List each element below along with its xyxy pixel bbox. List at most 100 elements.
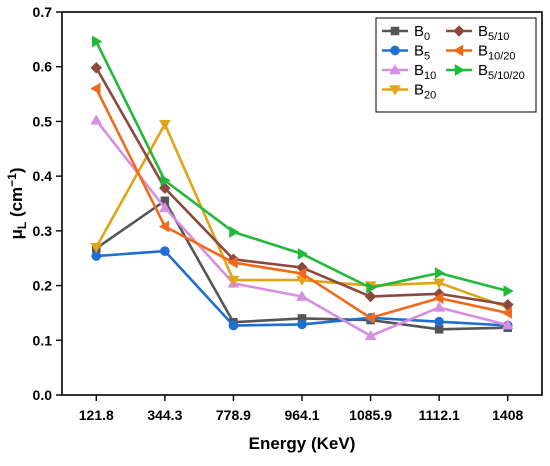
legend-item-b-5-10-20: B5/10/20 [446,62,525,82]
data-point-marker [227,256,238,269]
data-point-marker [160,174,171,187]
data-point-marker [228,320,239,331]
series-b-10-20 [90,82,512,324]
y-tick-label: 0.2 [33,278,53,294]
series-b-20 [90,119,514,314]
data-point-marker [296,267,307,280]
x-tick-label: 778.9 [216,407,251,423]
x-tick-label: 1085.9 [349,407,392,423]
data-point-marker [434,267,446,279]
legend-label-sub: 5/10/20 [488,70,525,82]
legend-label-base: B [414,62,424,79]
legend-label: B20 [414,82,436,102]
data-point-marker [453,25,465,37]
data-point-marker [364,311,375,324]
data-point-marker [229,226,240,238]
data-point-marker [364,329,377,341]
data-point-marker [389,64,401,75]
legend-label-base: B [478,43,488,60]
legend-label: B5/10/20 [478,62,525,82]
data-point-marker [364,290,377,303]
legend-label-base: B [478,23,488,40]
data-point-marker [389,85,401,96]
y-tick-label: 0.5 [33,113,53,129]
data-point-marker [501,318,514,330]
y-axis-title-base: μ [7,229,26,239]
y-tick-label: 0.6 [33,59,53,75]
y-axis-title-sub: L [15,222,29,229]
legend-item-b-5: B5 [382,43,430,63]
y-tick-label: 0.3 [33,223,53,239]
data-point-marker [227,275,240,287]
data-point-marker [296,290,308,301]
data-point-marker [433,292,444,305]
legend-item-b-20: B20 [382,82,436,102]
y-axis-title-unit-sup: −1 [5,173,19,187]
data-point-marker [90,61,103,74]
data-point-marker [453,44,464,57]
y-axis-title-unit-open: (cm [7,187,26,222]
data-point-marker [433,278,446,289]
series-b-10 [90,114,514,341]
legend-label-sub: 10/20 [488,51,516,63]
legend-label-base: B [478,62,488,79]
data-point-marker [434,316,444,327]
legend-item-b-0: B0 [382,23,430,43]
data-point-marker [390,45,400,56]
legend-label-base: B [414,43,424,60]
y-axis-title-unit-close: ) [7,167,26,173]
data-point-marker [90,114,103,125]
data-point-marker [454,64,465,76]
x-axis-title: Energy (KeV) [249,434,356,453]
legend-label: B10 [414,62,436,82]
y-axis-title: μL (cm−1) [5,167,29,239]
series-b-10-line [95,119,509,338]
axis-titles: Energy (KeV) μL (cm−1) [5,167,355,453]
data-point-marker [433,301,446,312]
axes-group: 0.0 0.1 0.2 0.3 0.4 0.5 0.6 0.7 121.8 344.3 778.9 9… [33,4,543,423]
y-tick-label: 0.7 [33,4,53,20]
x-tick-label: 1112.1 [419,407,460,423]
legend-label: B5/10 [478,23,509,43]
y-tick-label: 0.4 [33,168,53,184]
series-group [90,35,514,341]
legend-label-base: B [414,82,424,99]
series-b-5-10 [90,61,514,311]
data-point-marker [501,306,512,319]
data-point-marker [390,26,400,36]
x-tick-label: 1408 [492,407,523,423]
data-point-marker [297,319,307,330]
legend-label-sub: 5/10 [488,31,509,43]
legend-label-sub: 5 [424,51,430,63]
legend-label-sub: 10 [424,70,436,82]
data-point-marker [92,35,103,48]
data-point-marker [434,325,444,334]
series-b-5-10-20 [92,35,514,297]
data-point-marker [158,201,171,213]
legend-label: B0 [414,23,430,43]
legend-item-b-10-20: B10/20 [446,43,516,63]
data-point-marker [158,220,170,233]
legend-item-b-10: B10 [382,62,436,82]
data-point-marker [90,82,101,95]
data-point-marker [503,285,514,297]
data-point-marker [160,246,170,256]
legend-label-sub: 0 [424,31,430,43]
legend-label: B10/20 [478,43,516,63]
legend-label-base: B [414,23,424,40]
x-tick-label: 344.3 [147,407,182,423]
y-tick-label: 0.0 [33,387,53,403]
x-tick-label: 121.8 [79,407,114,423]
data-point-marker [158,119,171,131]
data-point-marker [297,247,308,260]
legend-label-sub: 20 [424,90,436,102]
legend-item-b-5-10: B5/10 [446,23,509,43]
y-tick-label: 0.1 [33,332,53,348]
legend-label: B5 [414,43,430,63]
x-tick-label: 964.1 [284,407,319,423]
data-point-marker [366,281,377,294]
data-point-marker [90,243,103,254]
